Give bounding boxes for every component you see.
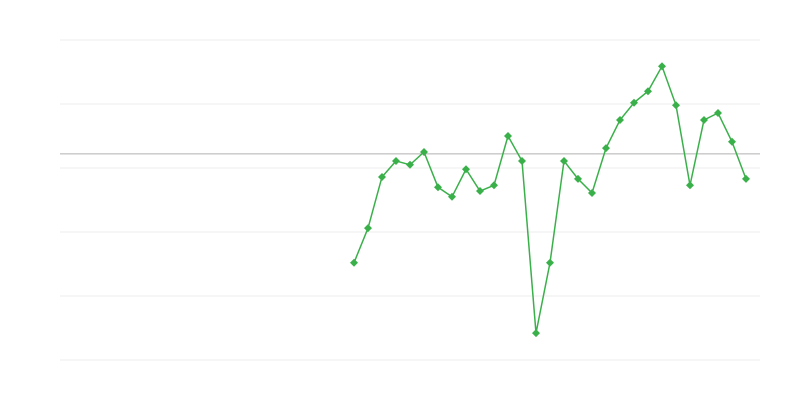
point-marker [700,116,708,124]
point-marker [476,187,484,196]
point-marker [350,258,358,267]
point-marker [448,192,456,201]
point-marker [602,144,610,153]
point-marker [364,224,372,233]
point-marker [672,101,680,110]
point-marker [434,183,442,192]
point-marker [630,98,638,107]
point-marker [406,160,414,169]
point-marker [644,87,652,96]
point-marker [616,116,624,124]
point-marker [392,156,400,165]
point-marker [462,165,470,174]
point-marker [504,132,512,140]
point-marker [658,62,666,71]
point-marker [378,172,386,181]
point-marker [420,148,428,156]
point-marker [546,258,554,267]
point-marker [588,188,596,197]
point-marker [728,137,736,146]
point-marker [560,156,568,165]
point-marker [742,174,750,183]
point-marker [714,108,722,117]
point-marker [532,329,540,338]
point-marker [686,181,694,190]
point-marker [490,181,498,190]
series-line [353,64,747,334]
point-marker [574,174,582,183]
point-marker [518,156,526,165]
